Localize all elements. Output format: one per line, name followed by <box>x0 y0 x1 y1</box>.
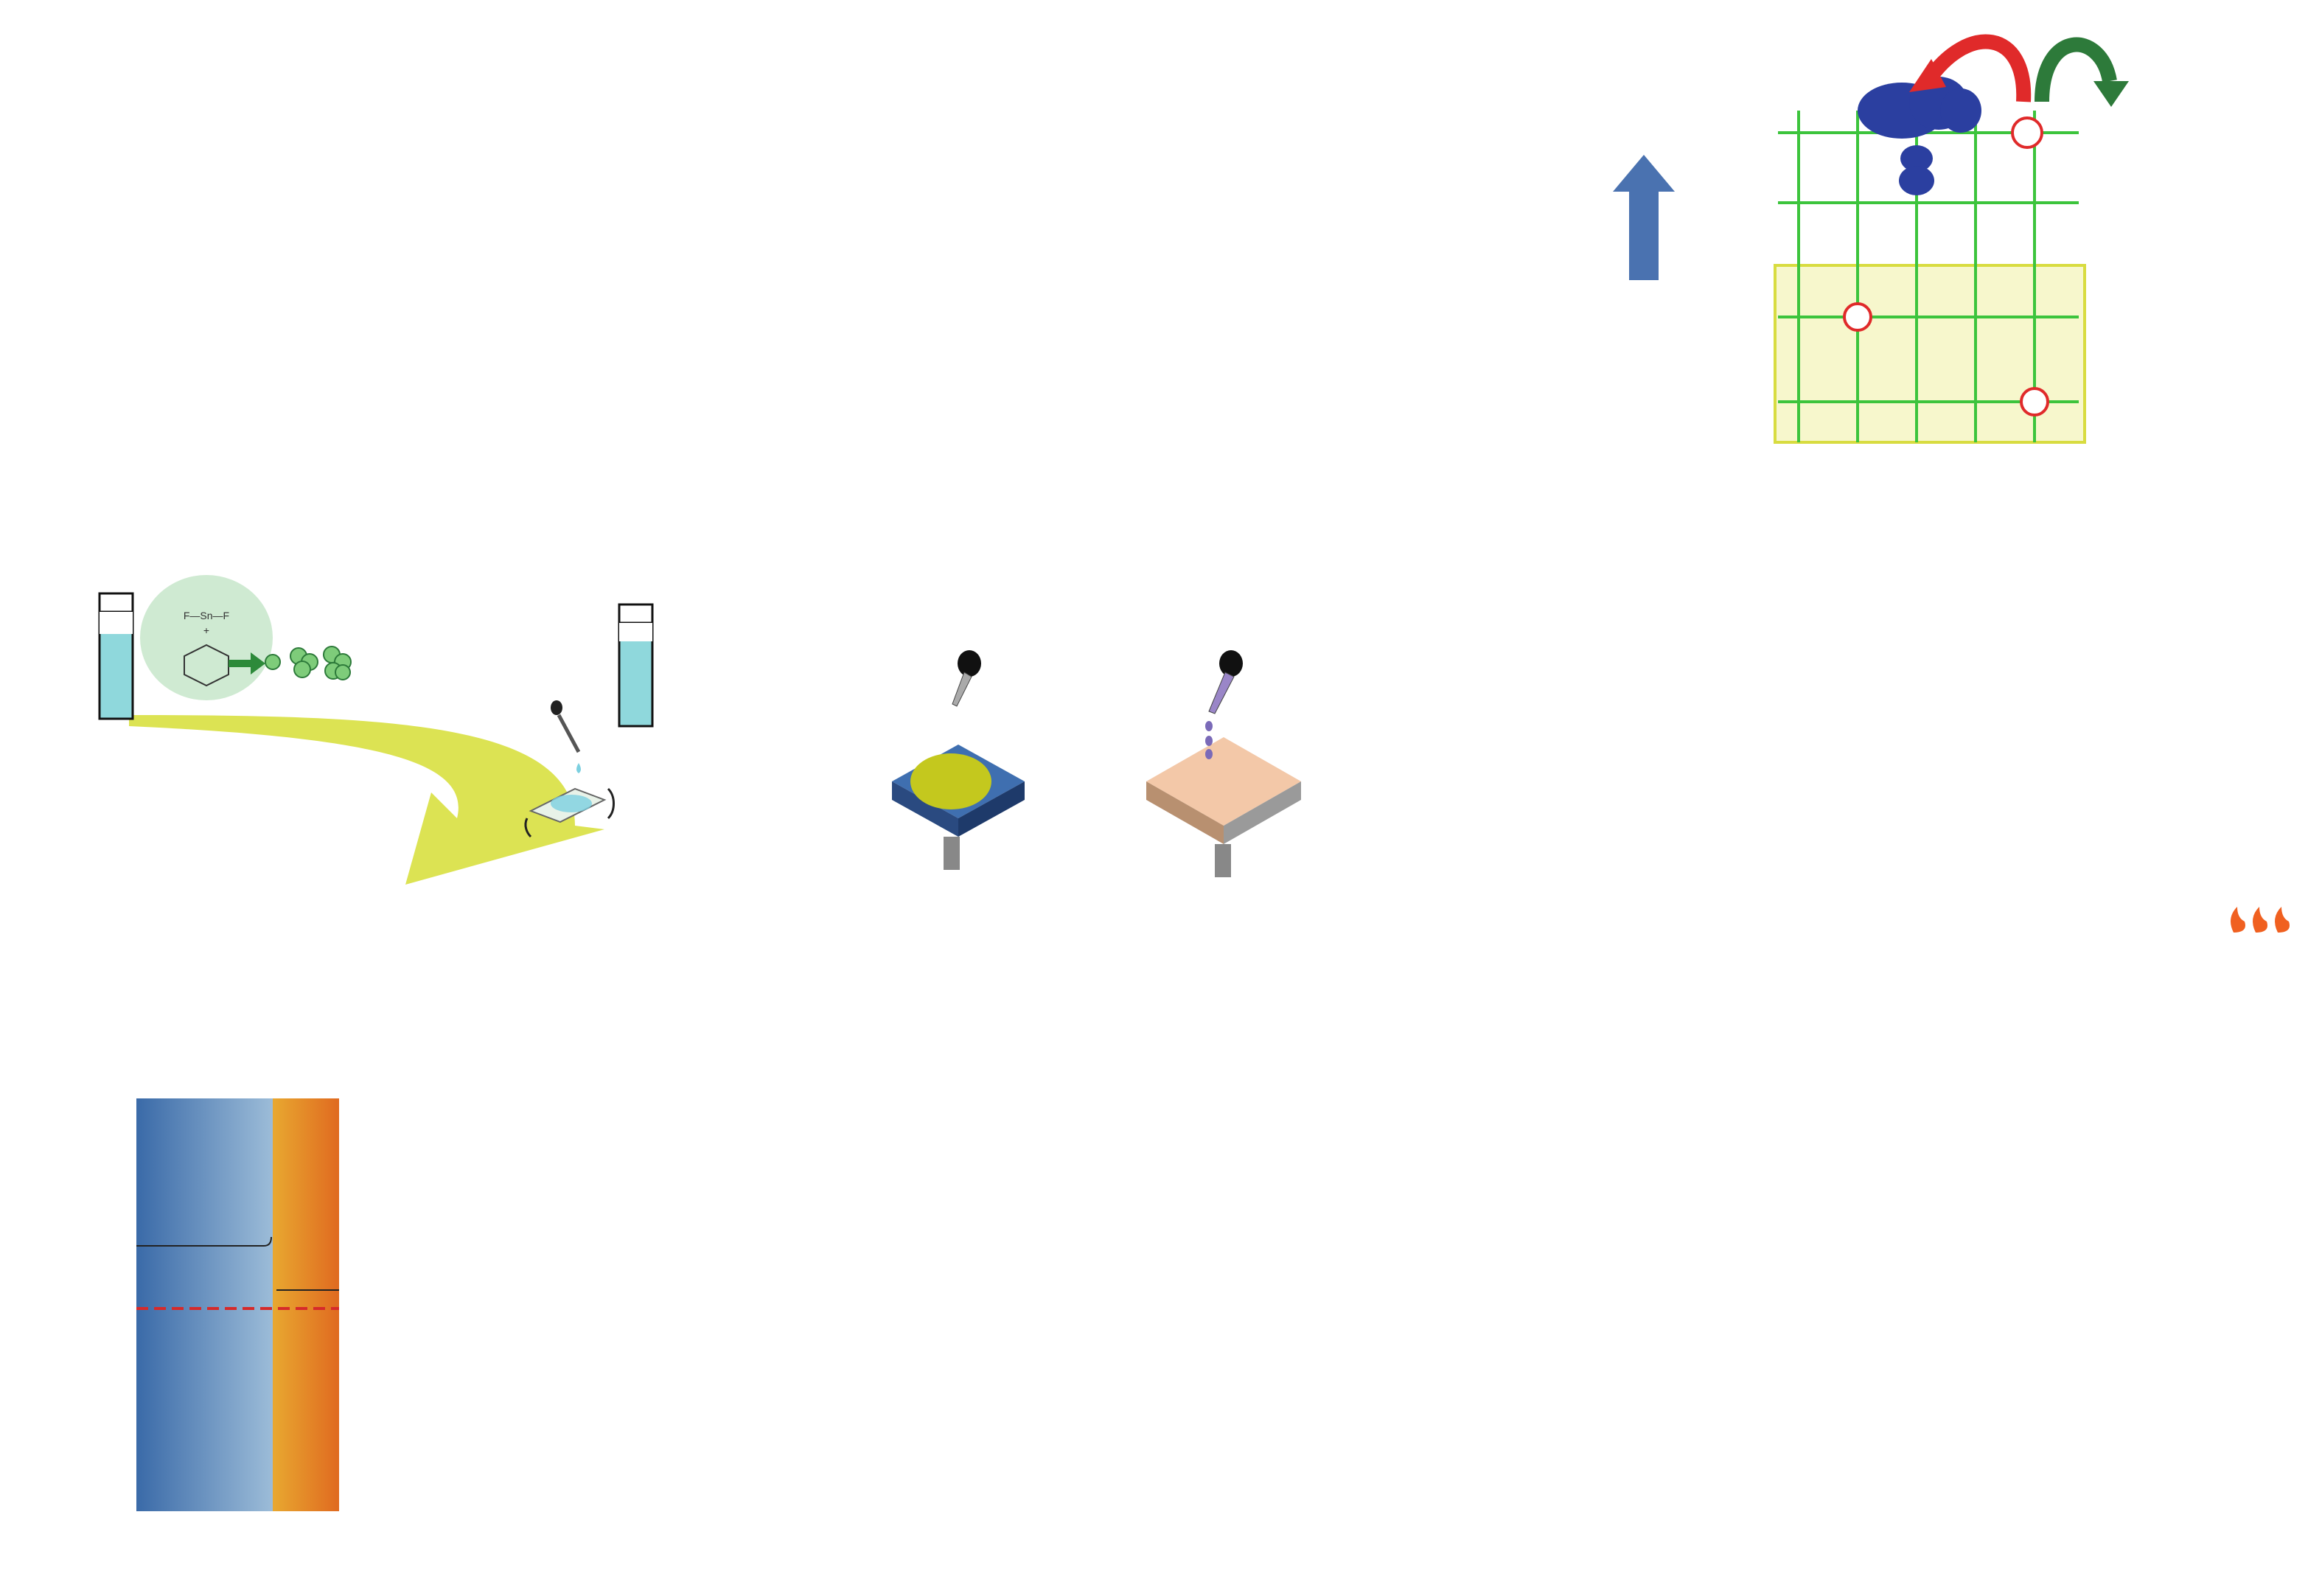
sn0-nanoparticles <box>265 646 352 680</box>
template-growth-schematic <box>892 650 2290 933</box>
rotation-arrow-icon <box>607 787 615 820</box>
panel-e <box>855 582 2322 995</box>
rotation-arrow-icon <box>524 818 532 838</box>
svg-text:+: + <box>203 624 209 636</box>
substrate-step-1 <box>892 745 1025 870</box>
panel-a <box>0 0 811 531</box>
pipette-icon <box>551 700 581 773</box>
dfe-line-chart <box>885 0 1622 531</box>
sn0-scavenging-schematic: F—Sn—F + <box>98 575 654 885</box>
red-curved-arrow-icon <box>1921 34 2032 102</box>
charge-density-cloud <box>1858 77 1981 195</box>
dropper-icon-pai <box>1205 650 1243 759</box>
panel-d: F—Sn—F + <box>59 575 870 1017</box>
tm-dhp-molecule-bubble <box>140 575 273 700</box>
substrate-step-3 <box>1146 737 1301 877</box>
green-arrow-icon <box>229 652 265 675</box>
bar-chart-pce-voc <box>0 0 811 531</box>
blue-up-arrow-icon <box>1613 155 1675 280</box>
vacancy-circle <box>2011 116 2043 149</box>
green-curved-arrow-icon <box>2035 37 2117 102</box>
defect-schematic <box>1613 34 2129 444</box>
panel-f <box>66 1076 730 1533</box>
dropper-icon-cb <box>952 650 981 707</box>
heat-flame-icons <box>2231 907 2290 933</box>
vacancy-circle <box>1843 302 1872 332</box>
vial-left-icon <box>98 592 134 720</box>
panel-c <box>1585 0 2322 457</box>
red-arrowhead-icon <box>1909 59 1946 92</box>
pcbm-layer <box>273 1098 339 1511</box>
band-diagrams <box>136 1098 339 1511</box>
green-arrowhead-icon <box>2093 81 2129 107</box>
vacancy-circle <box>2020 387 2049 417</box>
yellow-process-arrow-icon <box>129 715 604 885</box>
perovskite-layer-left <box>136 1098 273 1511</box>
svg-text:F—Sn—F: F—Sn—F <box>184 610 229 621</box>
panel-b <box>885 0 1622 531</box>
vial-right-icon <box>618 603 654 728</box>
